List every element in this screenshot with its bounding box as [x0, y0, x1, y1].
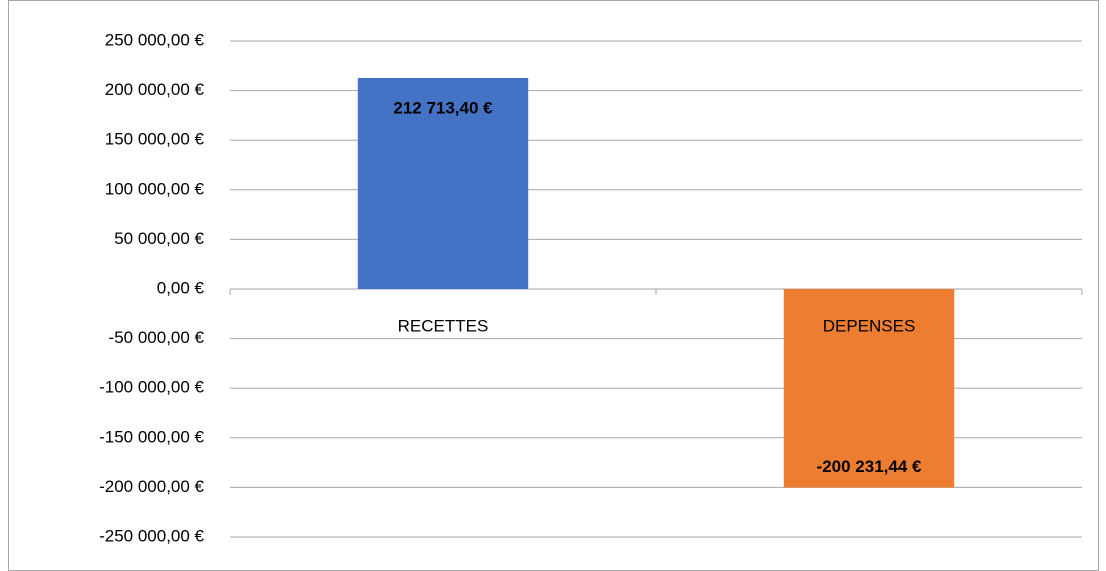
y-tick-label: 50 000,00 €: [114, 229, 204, 248]
y-tick-label: -150 000,00 €: [99, 427, 204, 446]
value-label: -200 231,44 €: [817, 457, 922, 476]
x-tick-label: RECETTES: [398, 316, 489, 335]
value-label: 212 713,40 €: [393, 98, 493, 117]
bar: [783, 289, 955, 488]
y-tick-label: 100 000,00 €: [105, 179, 205, 198]
y-tick-label: 250 000,00 €: [105, 30, 205, 49]
y-tick-label: -100 000,00 €: [99, 378, 204, 397]
y-tick-label: 150 000,00 €: [105, 130, 205, 149]
y-tick-label: -50 000,00 €: [109, 328, 205, 347]
y-tick-label: -200 000,00 €: [99, 477, 204, 496]
y-tick-label: -250 000,00 €: [99, 526, 204, 545]
bar: [357, 77, 529, 289]
y-tick-label: 0,00 €: [157, 278, 205, 297]
x-tick-label: DEPENSES: [823, 316, 916, 335]
y-tick-label: 200 000,00 €: [105, 80, 205, 99]
